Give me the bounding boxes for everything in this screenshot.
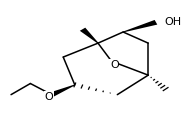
Polygon shape [123,20,157,32]
Text: O: O [44,92,53,102]
Polygon shape [80,28,98,43]
Polygon shape [50,85,75,97]
Text: O: O [110,60,119,70]
Text: OH: OH [165,17,182,27]
